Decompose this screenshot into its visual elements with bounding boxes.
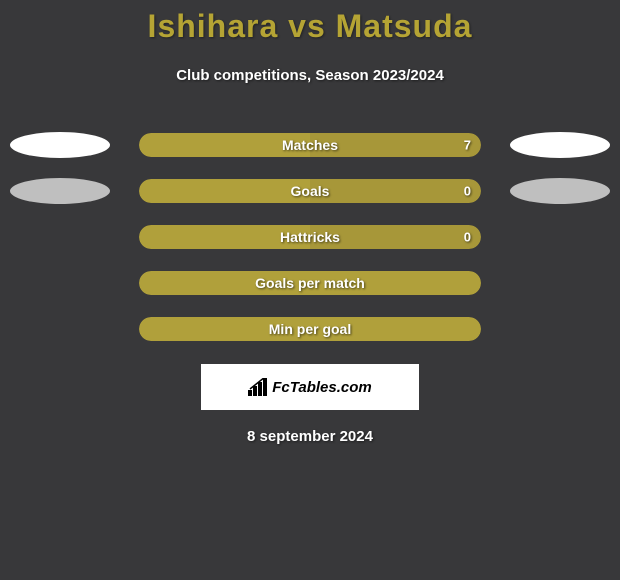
- bar-track: Hattricks 0: [139, 225, 481, 249]
- stat-row: Matches 7: [0, 122, 620, 168]
- value-right: 0: [464, 230, 471, 245]
- bar-label: Hattricks: [280, 229, 340, 245]
- bar-label: Matches: [282, 137, 338, 153]
- comparison-widget: Ishihara vs Matsuda Club competitions, S…: [0, 0, 620, 445]
- bar-track: Min per goal: [139, 317, 481, 341]
- bar-label: Min per goal: [269, 321, 351, 337]
- bar-track: Goals 0: [139, 179, 481, 203]
- ellipse-right: [510, 132, 610, 158]
- stat-row: Goals 0: [0, 168, 620, 214]
- value-right: 7: [464, 138, 471, 153]
- bar-track: Matches 7: [139, 133, 481, 157]
- value-right: 0: [464, 184, 471, 199]
- subtitle: Club competitions, Season 2023/2024: [0, 67, 620, 84]
- stat-row: Hattricks 0: [0, 214, 620, 260]
- logo-text: FcTables.com: [272, 379, 371, 396]
- logo-box[interactable]: FcTables.com: [201, 364, 419, 410]
- bar-track: Goals per match: [139, 271, 481, 295]
- bar-label: Goals per match: [255, 275, 365, 291]
- bar-label: Goals: [291, 183, 330, 199]
- ellipse-left: [10, 178, 110, 204]
- ellipse-right: [510, 178, 610, 204]
- bar-fill-right: [310, 179, 481, 203]
- date-text: 8 september 2024: [0, 428, 620, 445]
- ellipse-left: [10, 132, 110, 158]
- bar-fill-left: [139, 179, 310, 203]
- page-title: Ishihara vs Matsuda: [0, 8, 620, 45]
- logo: FcTables.com: [248, 378, 371, 396]
- bar-chart-icon: [248, 378, 270, 396]
- rows-container: Matches 7 Goals 0 Hattricks 0 Goals per match M…: [0, 122, 620, 352]
- stat-row: Min per goal: [0, 306, 620, 352]
- stat-row: Goals per match: [0, 260, 620, 306]
